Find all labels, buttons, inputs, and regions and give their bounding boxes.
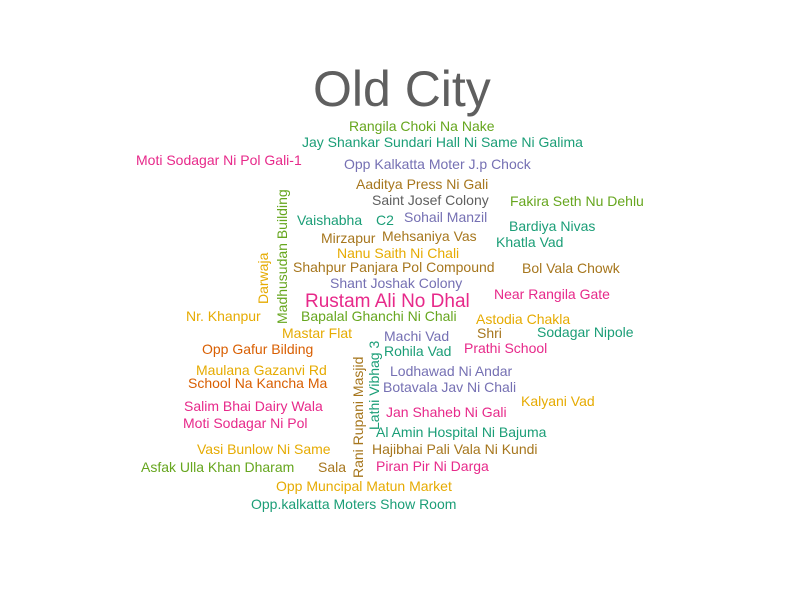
word-8: C2 <box>376 212 394 228</box>
word-18: Rustam Ali No Dhal <box>305 291 470 312</box>
cloud-title: Old City <box>313 61 491 117</box>
word-40: Hajibhai Pali Vala Ni Kundi <box>372 441 538 457</box>
word-17: Shant Joshak Colony <box>330 275 463 291</box>
word-23: Mastar Flat <box>282 325 353 341</box>
word-48: Rani Rupani Masjid <box>350 356 366 478</box>
word-21: Bapalal Ghanchi Ni Chali <box>301 308 457 324</box>
word-16: Bol Vala Chowk <box>522 260 620 276</box>
word-24: Machi Vad <box>384 328 450 344</box>
word-35: Salim Bhai Dairy Wala <box>184 398 323 414</box>
word-39: Vasi Bunlow Ni Same <box>197 441 331 457</box>
word-32: School Na Kancha Ma <box>188 375 328 391</box>
word-33: Botavala Jav Ni Chali <box>383 379 517 395</box>
word-25: Shri <box>477 325 502 341</box>
word-20: Nr. Khanpur <box>186 308 261 324</box>
word-46: Madhusudan Building <box>274 189 290 324</box>
word-4: Aaditya Press Ni Gali <box>356 176 489 192</box>
word-31: Lodhawad Ni Andar <box>390 363 513 379</box>
word-45: Opp.kalkatta Moters Show Room <box>251 496 457 512</box>
word-7: Vaishabha <box>297 212 363 228</box>
word-2: Moti Sodagar Ni Pol Gali-1 <box>136 152 302 168</box>
word-0: Rangila Choki Na Nake <box>349 118 495 134</box>
word-41: Asfak Ulla Khan Dharam <box>141 459 295 475</box>
word-11: Mirzapur <box>321 230 376 246</box>
word-1: Jay Shankar Sundari Hall Ni Same Ni Gali… <box>302 134 583 150</box>
word-30: Maulana Gazanvi Rd <box>196 362 327 378</box>
word-9: Sohail Manzil <box>404 209 488 225</box>
word-34: Kalyani Vad <box>521 393 595 409</box>
word-14: Nanu Saith Ni Chali <box>337 245 460 261</box>
word-19: Near Rangila Gate <box>494 286 610 302</box>
word-22: Astodia Chakla <box>476 311 571 327</box>
word-5: Saint Josef Colony <box>372 192 489 208</box>
word-6: Fakira Seth Nu Dehlu <box>510 193 644 209</box>
word-44: Opp Muncipal Matun Market <box>276 478 452 494</box>
word-26: Sodagar Nipole <box>537 324 634 340</box>
word-38: Al Amin Hospital Ni Bajuma <box>376 424 547 440</box>
word-47: Darwaja <box>255 252 271 304</box>
word-10: Bardiya Nivas <box>509 218 596 234</box>
word-3: Opp Kalkatta Moter J.p Chock <box>344 156 531 172</box>
word-49: Lathi Vibhag 3 <box>366 340 382 430</box>
word-28: Rohila Vad <box>384 343 452 359</box>
word-42: Sala <box>318 459 347 475</box>
word-43: Piran Pir Ni Darga <box>376 458 489 474</box>
word-12: Mehsaniya Vas <box>382 228 477 244</box>
word-29: Prathi School <box>464 340 548 356</box>
word-36: Jan Shaheb Ni Gali <box>386 404 507 420</box>
word-37: Moti Sodagar Ni Pol <box>183 415 308 431</box>
word-15: Shahpur Panjara Pol Compound <box>293 259 495 275</box>
word-13: Khatla Vad <box>496 234 564 250</box>
word-27: Opp Gafur Bilding <box>202 341 314 357</box>
